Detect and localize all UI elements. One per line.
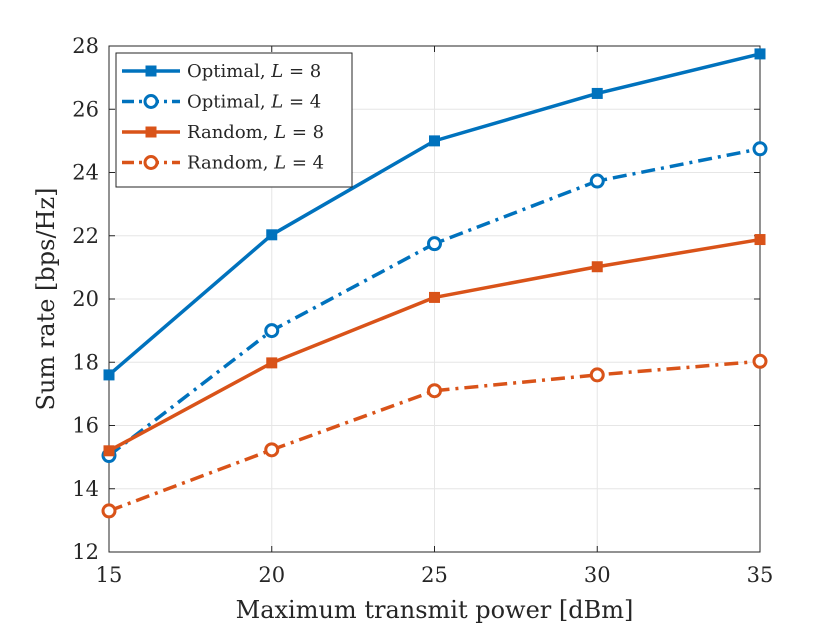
legend-marker xyxy=(145,65,157,77)
data-point xyxy=(103,369,115,381)
x-tick-label: 30 xyxy=(584,563,611,587)
data-point xyxy=(591,87,603,99)
y-tick-label: 20 xyxy=(72,287,99,311)
legend-marker xyxy=(143,155,159,170)
legend-label: Random, L = 4 xyxy=(187,153,324,174)
data-point xyxy=(103,445,115,457)
x-axis-label: Maximum transmit power [dBm] xyxy=(236,596,634,624)
legend-item: Random, L = 4 xyxy=(122,153,324,174)
data-point xyxy=(754,234,766,246)
legend-marker xyxy=(143,94,159,109)
legend-label: Optimal, L = 4 xyxy=(187,92,321,113)
data-point xyxy=(264,442,280,458)
data-point xyxy=(429,135,440,147)
data-point xyxy=(752,353,768,369)
y-tick-label: 28 xyxy=(72,34,99,58)
series-line xyxy=(108,359,761,513)
y-tick-label: 16 xyxy=(72,414,99,438)
legend-label: Random, L = 8 xyxy=(187,122,324,143)
data-point xyxy=(591,261,603,273)
data-point xyxy=(752,141,768,157)
data-point xyxy=(264,323,280,339)
y-axis-label: Sum rate [bps/Hz] xyxy=(32,188,60,411)
data-point xyxy=(589,173,605,189)
series-3 xyxy=(103,234,766,457)
series-1 xyxy=(103,48,766,381)
data-point xyxy=(754,48,766,60)
y-tick-label: 14 xyxy=(72,477,99,501)
x-tick-label: 15 xyxy=(96,563,123,587)
legend-item: Random, L = 8 xyxy=(122,122,324,143)
x-tick-label: 20 xyxy=(258,563,285,587)
data-point xyxy=(427,236,442,252)
y-tick-label: 18 xyxy=(72,350,99,374)
series-2 xyxy=(101,141,768,464)
axis-ticks: 15 20 25 30 35 12 14 16 18 20 22 24 26 28 xyxy=(72,34,773,587)
y-tick-label: 26 xyxy=(72,97,99,121)
series-group xyxy=(101,48,768,519)
y-tick-label: 24 xyxy=(72,161,99,185)
x-tick-label: 25 xyxy=(421,563,448,587)
legend-marker xyxy=(145,126,157,138)
x-tick-label: 35 xyxy=(747,563,774,587)
legend-item: Optimal, L = 8 xyxy=(122,61,321,82)
series-4 xyxy=(101,353,768,519)
data-point xyxy=(266,357,278,369)
y-tick-label: 22 xyxy=(72,224,99,248)
data-point xyxy=(429,291,440,303)
data-point xyxy=(589,367,605,383)
legend: Optimal, L = 8 Optimal, L = 4 Random, L = … xyxy=(115,52,353,188)
legend-label: Optimal, L = 8 xyxy=(187,61,321,82)
y-tick-label: 12 xyxy=(72,540,99,564)
legend-item: Optimal, L = 4 xyxy=(122,92,321,113)
data-point xyxy=(266,229,278,241)
data-point xyxy=(101,503,117,519)
data-point xyxy=(427,383,442,399)
